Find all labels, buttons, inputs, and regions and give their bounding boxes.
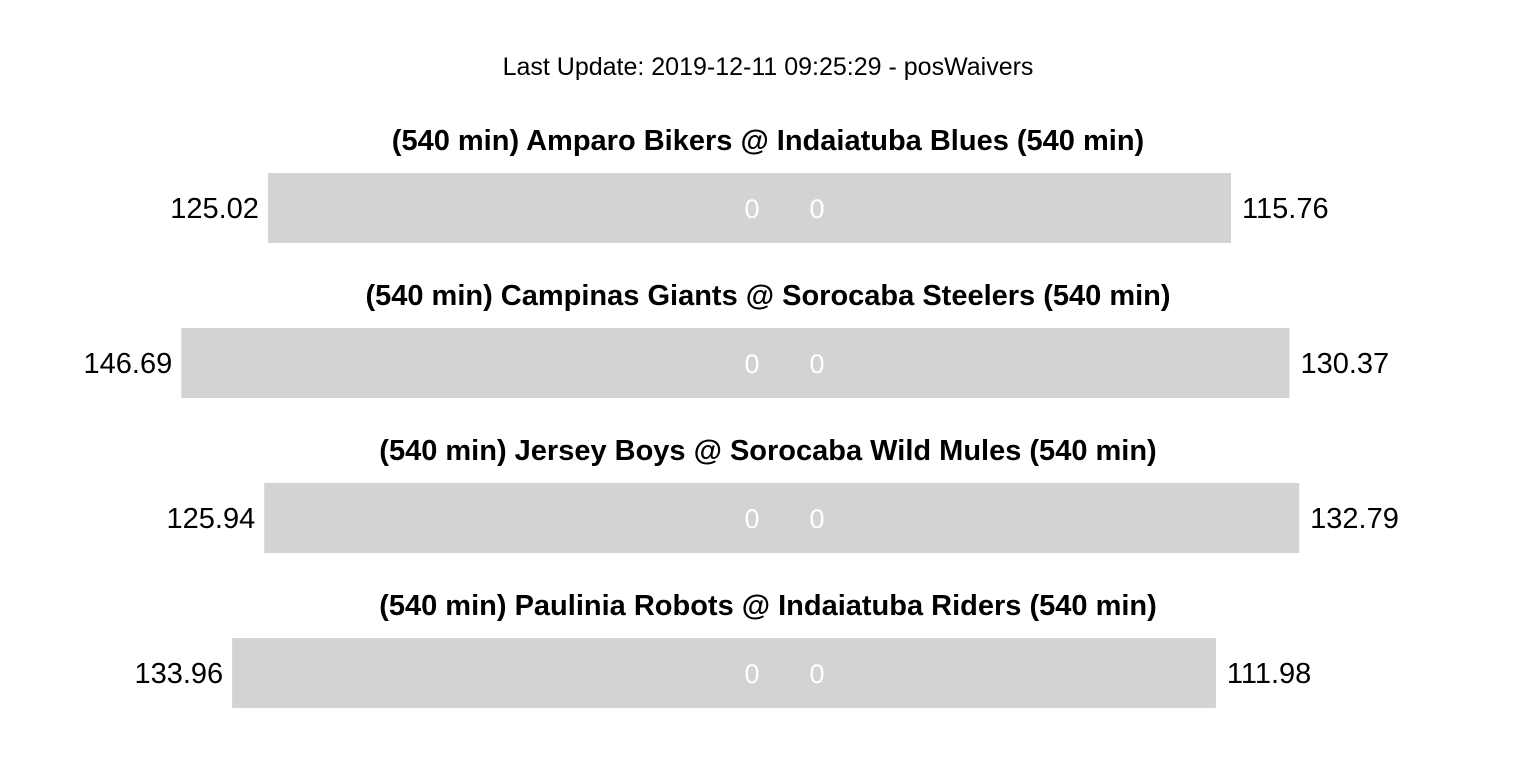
matchup-row: (540 min) Jersey Boys @ Sorocaba Wild Mu…: [167, 435, 1399, 553]
matchup-row: (540 min) Paulinia Robots @ Indaiatuba R…: [134, 590, 1311, 708]
home-score-bar: [768, 638, 1216, 708]
home-score-label: 130.37: [1300, 348, 1389, 380]
matchups-layer: (540 min) Amparo Bikers @ Indaiatuba Blu…: [84, 125, 1399, 708]
away-score-label: 133.96: [134, 658, 223, 690]
home-score-bar: [768, 483, 1300, 553]
home-score-label: 132.79: [1310, 503, 1399, 535]
away-inner-label: 0: [744, 349, 759, 379]
away-inner-label: 0: [744, 504, 759, 534]
matchup-row: (540 min) Amparo Bikers @ Indaiatuba Blu…: [170, 125, 1329, 243]
matchup-title: (540 min) Paulinia Robots @ Indaiatuba R…: [379, 590, 1157, 622]
away-score-label: 125.94: [167, 503, 256, 535]
away-inner-label: 0: [744, 659, 759, 689]
matchup-title: (540 min) Jersey Boys @ Sorocaba Wild Mu…: [379, 435, 1156, 467]
away-score-bar: [181, 328, 769, 398]
matchup-title: (540 min) Campinas Giants @ Sorocaba Ste…: [365, 280, 1170, 312]
home-score-label: 115.76: [1242, 193, 1329, 225]
home-inner-label: 0: [809, 659, 824, 689]
home-inner-label: 0: [809, 194, 824, 224]
away-score-label: 146.69: [84, 348, 173, 380]
away-score-bar: [264, 483, 768, 553]
home-score-bar: [768, 173, 1232, 243]
home-score-label: 111.98: [1227, 658, 1311, 690]
matchup-title: (540 min) Amparo Bikers @ Indaiatuba Blu…: [392, 125, 1144, 157]
away-score-bar: [267, 173, 768, 243]
away-score-label: 125.02: [170, 193, 259, 225]
away-inner-label: 0: [744, 194, 759, 224]
home-score-bar: [768, 328, 1290, 398]
away-score-bar: [232, 638, 768, 708]
home-inner-label: 0: [809, 504, 824, 534]
home-inner-label: 0: [809, 349, 824, 379]
last-update-text: Last Update: 2019-12-11 09:25:29 - posWa…: [503, 53, 1034, 81]
matchup-row: (540 min) Campinas Giants @ Sorocaba Ste…: [84, 280, 1389, 398]
